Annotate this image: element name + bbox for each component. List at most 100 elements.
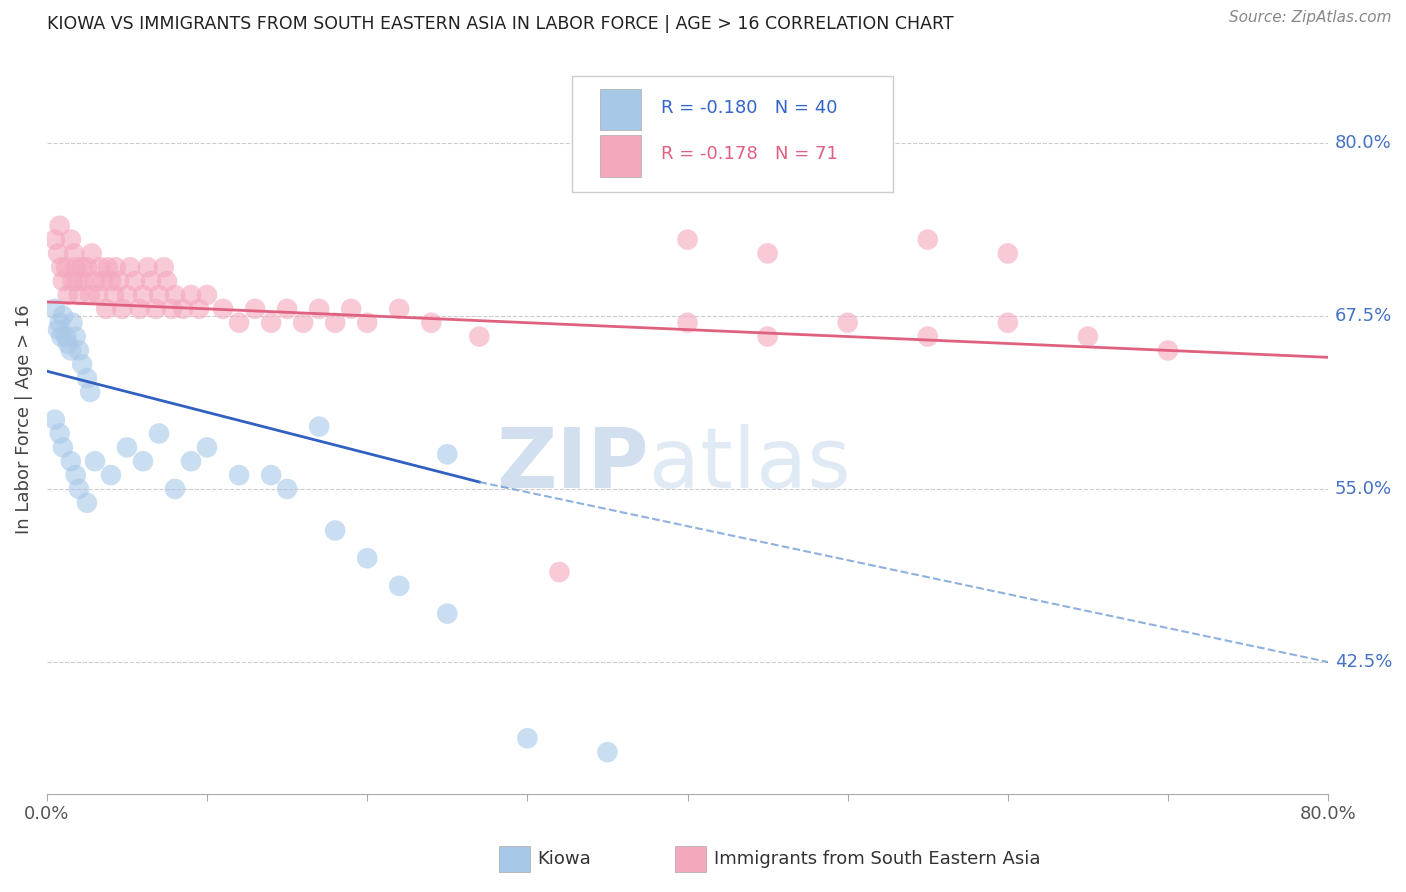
Point xyxy=(104,260,127,275)
Point xyxy=(44,233,66,247)
Point xyxy=(67,482,90,496)
Point xyxy=(292,316,315,330)
Point xyxy=(228,468,250,483)
Point xyxy=(172,301,194,316)
Point xyxy=(52,274,75,288)
Bar xyxy=(600,89,641,130)
Text: 42.5%: 42.5% xyxy=(1334,653,1392,671)
Point xyxy=(111,301,134,316)
Point xyxy=(356,551,378,566)
Point xyxy=(73,274,96,288)
Point xyxy=(756,329,779,343)
Point xyxy=(276,301,298,316)
Point xyxy=(76,371,98,385)
Point xyxy=(44,412,66,426)
Point xyxy=(420,316,443,330)
Point xyxy=(128,301,150,316)
Point xyxy=(145,301,167,316)
Point xyxy=(56,288,79,302)
Point xyxy=(103,288,125,302)
Point xyxy=(308,301,330,316)
Text: Source: ZipAtlas.com: Source: ZipAtlas.com xyxy=(1229,11,1392,25)
Point xyxy=(132,288,155,302)
Point xyxy=(79,384,101,399)
Point xyxy=(163,288,186,302)
Point xyxy=(76,496,98,510)
Point xyxy=(59,343,82,358)
Point xyxy=(180,288,202,302)
Point xyxy=(323,524,346,538)
Point xyxy=(917,233,939,247)
Point xyxy=(44,301,66,316)
Point xyxy=(84,454,107,468)
Point xyxy=(100,274,122,288)
Point xyxy=(1157,343,1180,358)
Point xyxy=(100,468,122,483)
Point xyxy=(436,607,458,621)
Point xyxy=(260,468,283,483)
Point xyxy=(188,301,211,316)
Point xyxy=(115,441,138,455)
Point xyxy=(48,316,70,330)
Point xyxy=(136,260,159,275)
Point xyxy=(160,301,183,316)
Point xyxy=(79,288,101,302)
Point xyxy=(89,260,111,275)
Point xyxy=(195,288,218,302)
Point xyxy=(67,288,90,302)
Point xyxy=(356,316,378,330)
Point xyxy=(46,246,69,260)
Point xyxy=(59,454,82,468)
Point xyxy=(260,316,283,330)
Point xyxy=(48,219,70,233)
Point xyxy=(120,260,142,275)
Point xyxy=(91,274,114,288)
Point xyxy=(55,260,77,275)
Point xyxy=(97,260,120,275)
Text: Immigrants from South Eastern Asia: Immigrants from South Eastern Asia xyxy=(714,850,1040,868)
Point xyxy=(48,426,70,441)
Text: Kiowa: Kiowa xyxy=(537,850,591,868)
Point xyxy=(1077,329,1099,343)
Point xyxy=(51,260,73,275)
Point xyxy=(94,301,117,316)
Point xyxy=(308,419,330,434)
Point xyxy=(132,454,155,468)
Point xyxy=(76,260,98,275)
Y-axis label: In Labor Force | Age > 16: In Labor Force | Age > 16 xyxy=(15,305,32,534)
Point xyxy=(596,745,619,759)
Point xyxy=(55,329,77,343)
Point xyxy=(84,274,107,288)
Point xyxy=(195,441,218,455)
Point xyxy=(388,301,411,316)
Point xyxy=(51,329,73,343)
Text: 80.0%: 80.0% xyxy=(1334,134,1392,152)
Point xyxy=(65,329,87,343)
Point xyxy=(148,426,170,441)
Point xyxy=(115,288,138,302)
Point xyxy=(997,246,1019,260)
Point xyxy=(65,468,87,483)
Point xyxy=(139,274,162,288)
Point xyxy=(108,274,131,288)
Point xyxy=(87,288,110,302)
Text: atlas: atlas xyxy=(650,424,851,505)
Point xyxy=(63,246,86,260)
Bar xyxy=(600,136,641,177)
Point xyxy=(59,233,82,247)
Point xyxy=(468,329,491,343)
Point xyxy=(62,316,84,330)
Point xyxy=(917,329,939,343)
Point xyxy=(228,316,250,330)
Point xyxy=(56,336,79,351)
Point xyxy=(516,731,538,746)
Point xyxy=(323,316,346,330)
Text: R = -0.180   N = 40: R = -0.180 N = 40 xyxy=(661,99,837,117)
Point xyxy=(548,565,571,579)
Point xyxy=(837,316,859,330)
Point xyxy=(180,454,202,468)
Point xyxy=(163,482,186,496)
Point xyxy=(388,579,411,593)
Point xyxy=(153,260,176,275)
Point xyxy=(156,274,179,288)
